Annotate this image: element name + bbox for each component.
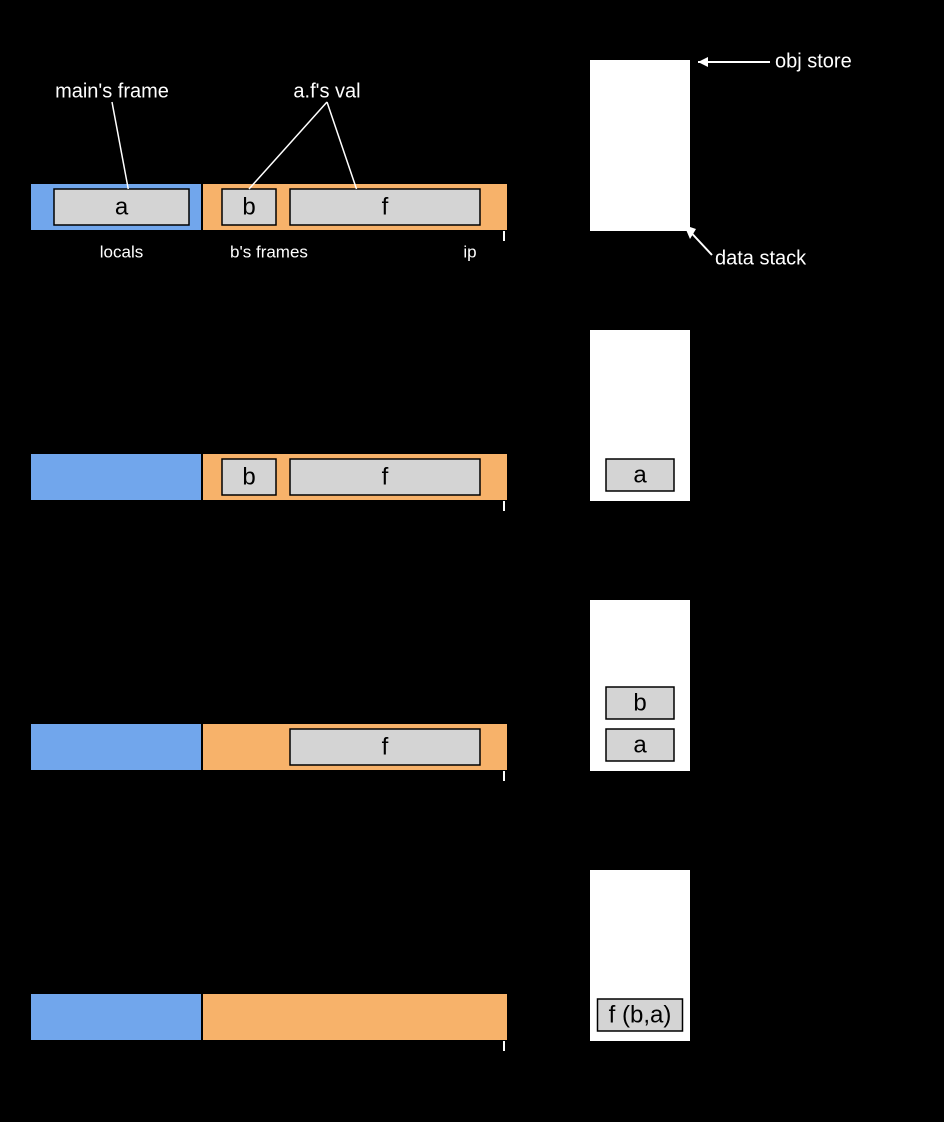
data-stack-label: data stack: [715, 247, 807, 269]
stack-fba-label: f (b,a): [609, 1001, 672, 1028]
leader-mainframe: [112, 102, 128, 189]
af-frame-bar: [202, 993, 508, 1041]
main-frame-bar: [30, 723, 202, 771]
obj-store-arrowhead: [698, 57, 708, 67]
leader-afval-f: [327, 102, 357, 189]
cell-b-label: b: [242, 463, 255, 490]
obj-store-label: obj store: [775, 50, 852, 72]
data-stack-col: [590, 60, 690, 231]
cell-f-label: f: [382, 463, 389, 490]
locals-label-1: locals: [100, 242, 143, 261]
cell-f-label: f: [382, 193, 389, 220]
stack-b-3-label: b: [633, 689, 646, 716]
main-frame-bar: [30, 993, 202, 1041]
main-frame-label: main's frame: [55, 80, 169, 102]
leader-afval-b: [249, 102, 327, 189]
stack-a-3-label: a: [633, 731, 647, 758]
stack-a-2-label: a: [633, 461, 647, 488]
main-frame-bar: [30, 453, 202, 501]
afval-label: a.f's val: [293, 80, 360, 102]
ip-label-1: ip: [463, 242, 476, 261]
cell-f-label: f: [382, 733, 389, 760]
cell-a-label: a: [115, 193, 129, 220]
bframes-label-1: b's frames: [230, 242, 308, 261]
cell-b-label: b: [242, 193, 255, 220]
